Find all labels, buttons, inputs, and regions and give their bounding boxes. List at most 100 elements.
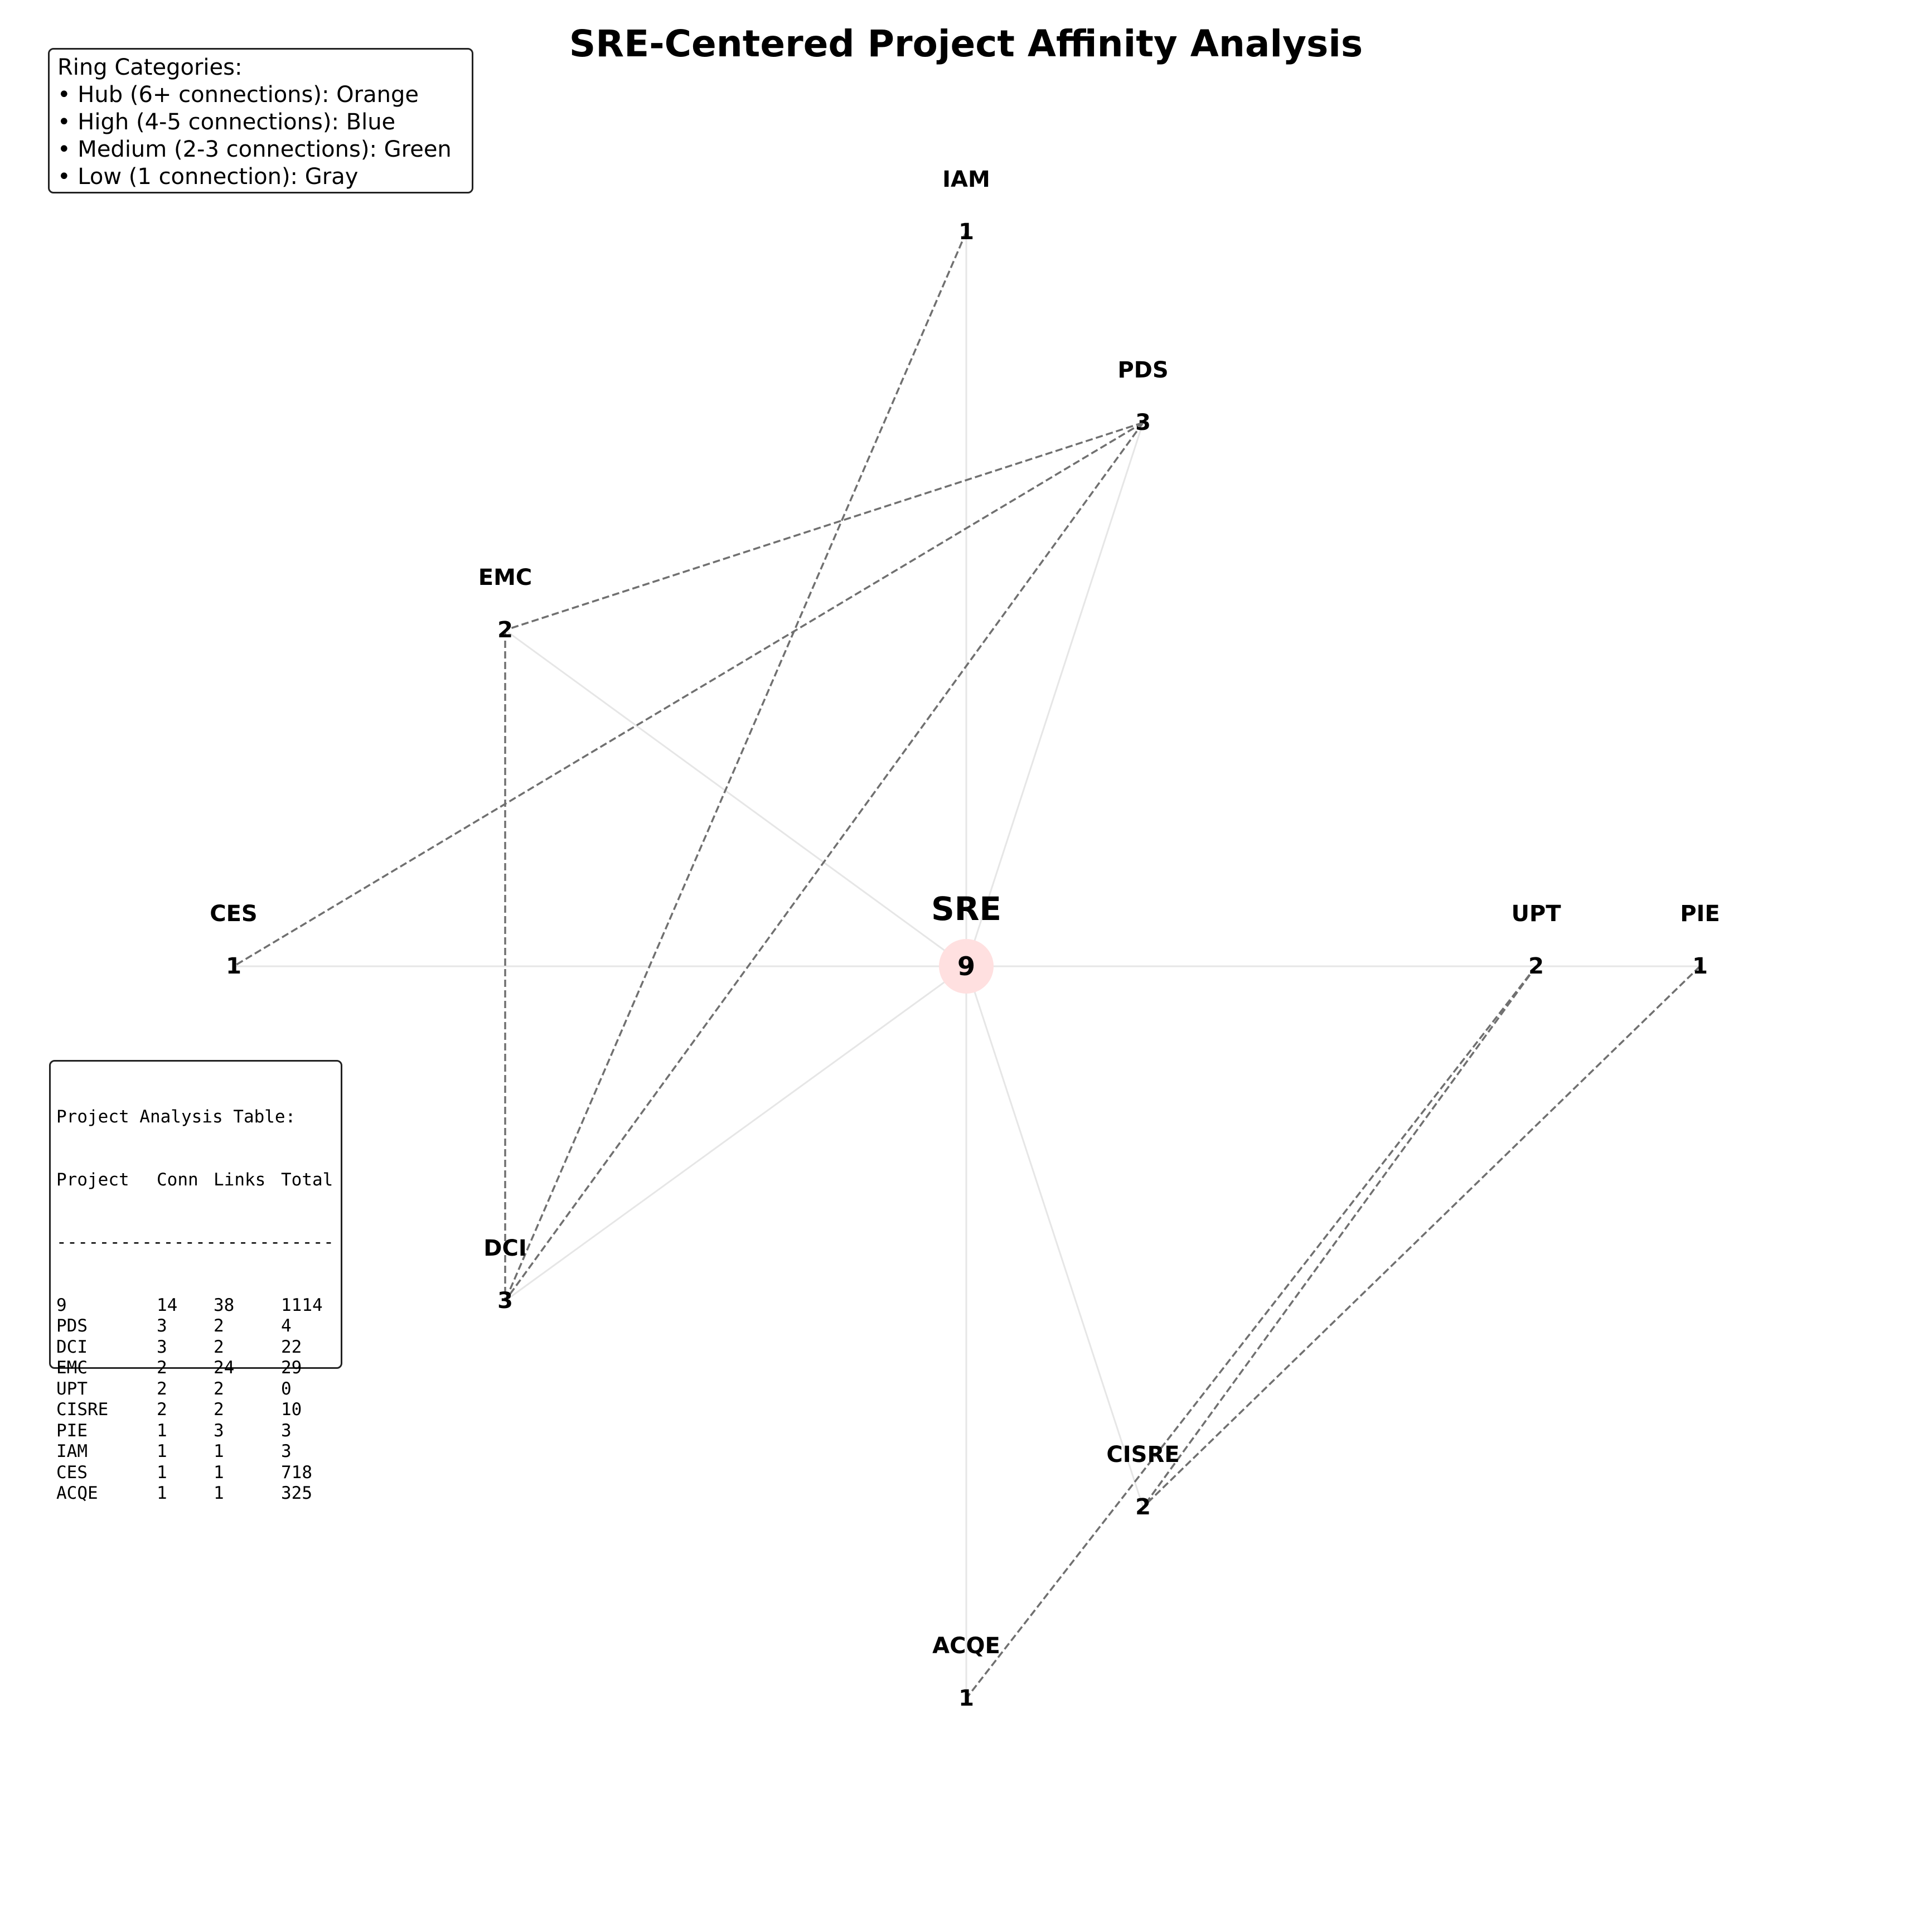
ring-categories-legend: Ring Categories: • Hub (6+ connections):… bbox=[48, 48, 473, 193]
col-header-project: Project bbox=[56, 1169, 129, 1190]
cell-links: 1 bbox=[214, 1483, 224, 1503]
cell-total: 4 bbox=[281, 1316, 292, 1336]
center-node-value: 9 bbox=[957, 951, 975, 981]
spokes-layer bbox=[234, 232, 1700, 1698]
cell-links: 2 bbox=[214, 1316, 224, 1336]
table-row: PIE 1 3 3 bbox=[56, 1421, 341, 1442]
cell-total: 325 bbox=[281, 1483, 312, 1503]
cell-project: 9 bbox=[56, 1295, 67, 1315]
node-label: CISRE bbox=[1106, 1442, 1179, 1468]
table-row: CISRE 2 2 10 bbox=[56, 1400, 341, 1421]
cell-project: PIE bbox=[56, 1420, 88, 1441]
table-separator: -------------------------- bbox=[56, 1232, 335, 1252]
table-row: CES 1 1 718 bbox=[56, 1463, 341, 1484]
node-value: 3 bbox=[1135, 410, 1151, 435]
nodes-layer: IAM 1 PDS 3 EMC 2 CES 1 DCI 3 UPT 2 PIE 1 CISRE 2 ACQE 1 bbox=[210, 167, 1720, 1711]
cell-links: 2 bbox=[214, 1337, 224, 1357]
node-label: PIE bbox=[1680, 901, 1720, 927]
center-node-halo bbox=[939, 939, 994, 994]
node-value: 1 bbox=[1692, 953, 1708, 979]
cell-project: DCI bbox=[56, 1337, 88, 1357]
node-value: 2 bbox=[1135, 1494, 1151, 1520]
node-value: 3 bbox=[497, 1288, 513, 1314]
node-value: 2 bbox=[497, 617, 513, 643]
node-label: IAM bbox=[942, 167, 990, 192]
cell-total: 22 bbox=[281, 1337, 302, 1357]
table-header-row: Project Conn Links Total bbox=[56, 1170, 341, 1191]
table-row: EMC 2 24 29 bbox=[56, 1358, 341, 1379]
legend-heading: Ring Categories: bbox=[57, 55, 243, 80]
spoke-cisre bbox=[965, 966, 1144, 1508]
legend-item-hub: • Hub (6+ connections): Orange bbox=[57, 82, 419, 108]
node-emc: EMC 2 bbox=[478, 565, 532, 643]
legend-item-high: • High (4-5 connections): Blue bbox=[57, 109, 396, 135]
cell-links: 24 bbox=[214, 1358, 235, 1378]
table-row: 9 14 38 1114 bbox=[56, 1295, 341, 1316]
col-header-total: Total bbox=[281, 1169, 333, 1190]
cell-conn: 2 bbox=[157, 1358, 167, 1378]
node-upt: UPT 2 bbox=[1511, 901, 1561, 979]
node-pds: PDS 3 bbox=[1117, 357, 1168, 435]
cell-project: CISRE bbox=[56, 1400, 109, 1420]
cell-links: 2 bbox=[214, 1378, 224, 1399]
node-iam: IAM 1 bbox=[942, 167, 990, 245]
cell-conn: 2 bbox=[157, 1378, 167, 1399]
link-iam-dci bbox=[504, 231, 967, 1301]
cell-total: 0 bbox=[281, 1378, 292, 1399]
cell-total: 3 bbox=[281, 1441, 292, 1461]
cell-project: UPT bbox=[56, 1378, 88, 1399]
project-analysis-table: Project Analysis Table: Project Conn Links… bbox=[49, 1060, 342, 1503]
center-node: SRE 9 bbox=[931, 890, 1001, 994]
spoke-emc bbox=[505, 629, 967, 967]
cell-conn: 1 bbox=[157, 1420, 167, 1441]
cell-links: 2 bbox=[214, 1400, 224, 1420]
cell-project: CES bbox=[56, 1462, 88, 1483]
cell-project: PDS bbox=[56, 1316, 88, 1336]
table-row: ACQE 1 1 325 bbox=[56, 1483, 341, 1504]
cell-total: 3 bbox=[281, 1420, 292, 1441]
node-cisre: CISRE 2 bbox=[1106, 1442, 1179, 1520]
link-pds-ces bbox=[233, 422, 1144, 967]
legend-item-low: • Low (1 connection): Gray bbox=[57, 164, 359, 190]
cell-conn: 14 bbox=[157, 1295, 178, 1315]
cell-conn: 3 bbox=[157, 1316, 167, 1336]
cell-project: IAM bbox=[56, 1441, 88, 1461]
node-label: PDS bbox=[1117, 357, 1168, 383]
page-title: SRE-Centered Project Affinity Analysis bbox=[569, 22, 1363, 65]
table-body: 9 14 38 1114 PDS 3 2 4 DCI 3 2 22 EMC 2 24 29 UPT 2 2 0 CISR… bbox=[56, 1295, 341, 1504]
cell-conn: 3 bbox=[157, 1337, 167, 1357]
node-pie: PIE 1 bbox=[1680, 901, 1720, 979]
cell-total: 29 bbox=[281, 1358, 302, 1378]
node-label: EMC bbox=[478, 565, 532, 590]
spoke-dci bbox=[505, 965, 967, 1302]
cell-project: EMC bbox=[56, 1358, 88, 1378]
links-layer bbox=[233, 231, 1701, 1699]
cell-links: 38 bbox=[214, 1295, 235, 1315]
node-label: ACQE bbox=[932, 1633, 1000, 1659]
node-value: 1 bbox=[226, 953, 241, 979]
node-dci: DCI 3 bbox=[483, 1236, 526, 1314]
cell-total: 718 bbox=[281, 1462, 312, 1483]
link-upt-cisre bbox=[1142, 965, 1537, 1508]
link-upt-acqe bbox=[965, 965, 1537, 1699]
table-row: DCI 3 2 22 bbox=[56, 1337, 341, 1358]
cell-links: 1 bbox=[214, 1441, 224, 1461]
node-label: UPT bbox=[1511, 901, 1561, 927]
node-value: 1 bbox=[958, 1686, 974, 1711]
cell-project: ACQE bbox=[56, 1483, 98, 1503]
node-label: CES bbox=[210, 901, 258, 927]
table-row: UPT 2 2 0 bbox=[56, 1379, 341, 1400]
link-pds-dci bbox=[504, 422, 1144, 1302]
cell-conn: 1 bbox=[157, 1483, 167, 1503]
cell-conn: 1 bbox=[157, 1462, 167, 1483]
node-acqe: ACQE 1 bbox=[932, 1633, 1000, 1711]
cell-links: 1 bbox=[214, 1462, 224, 1483]
node-value: 2 bbox=[1528, 953, 1544, 979]
table-row: IAM 1 1 3 bbox=[56, 1441, 341, 1463]
table-row: PDS 3 2 4 bbox=[56, 1316, 341, 1337]
col-header-conn: Conn bbox=[157, 1169, 198, 1190]
link-pds-emc bbox=[505, 422, 1144, 631]
node-ces: CES 1 bbox=[210, 901, 258, 979]
table-heading: Project Analysis Table: bbox=[56, 1107, 296, 1127]
